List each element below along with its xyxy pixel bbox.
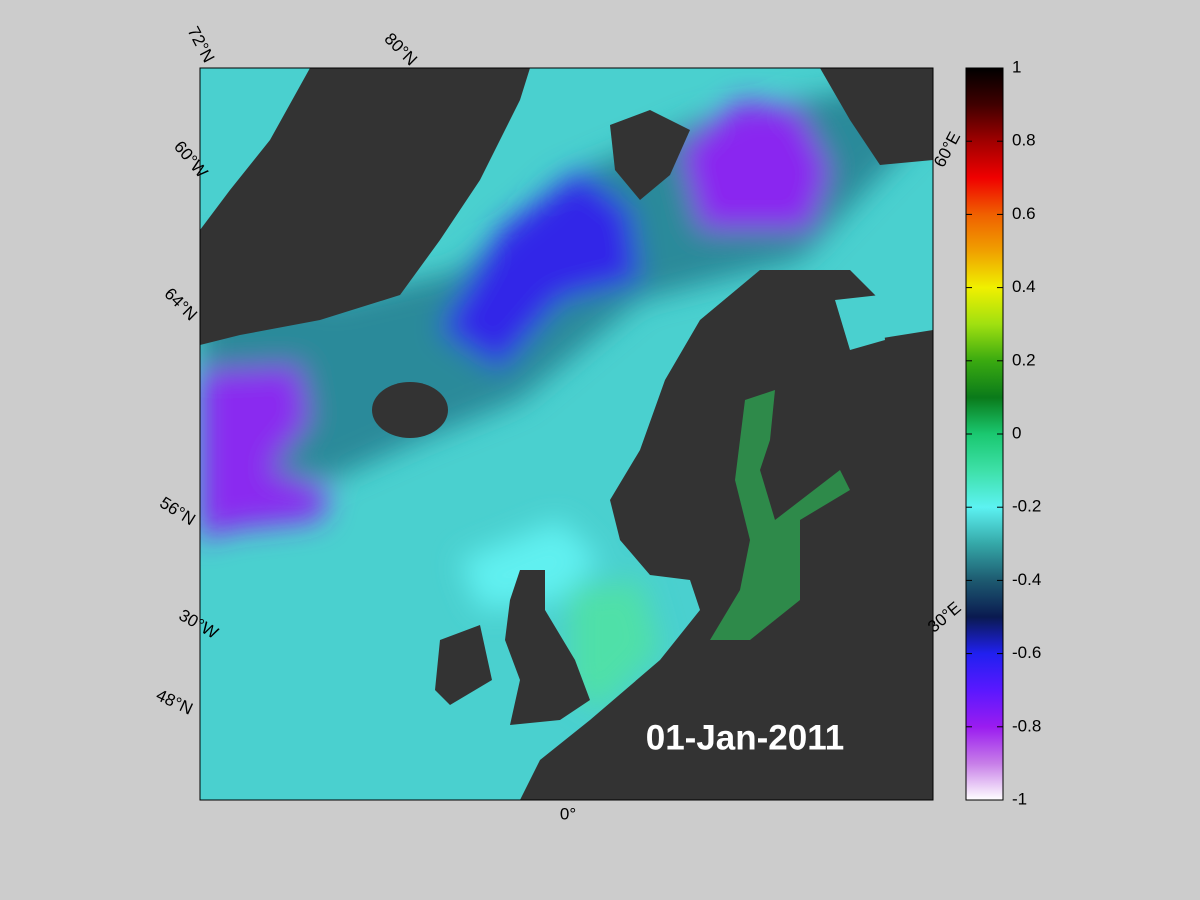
lat-label: 56°N	[156, 493, 198, 529]
colorbar-tick-label: 1	[1012, 57, 1021, 76]
colorbar-tick-label: -0.2	[1012, 497, 1041, 516]
europe	[520, 270, 933, 800]
greenland	[200, 68, 530, 345]
colorbar-tick-label: 0	[1012, 423, 1021, 442]
date-label: 01-Jan-2011	[646, 718, 844, 757]
lon-label: 0°	[560, 804, 576, 823]
sea-field	[200, 365, 330, 540]
colorbar-tick-label: 0.6	[1012, 204, 1036, 223]
lat-label: 72°N	[184, 23, 219, 65]
colorbar-tick-label: -0.4	[1012, 570, 1041, 589]
sea-anomaly	[200, 80, 933, 710]
lat-label: 64°N	[161, 284, 201, 324]
colorbar-tick-label: 0.2	[1012, 350, 1036, 369]
lat-label: 80°N	[381, 29, 421, 69]
land	[200, 68, 933, 800]
sea-field	[570, 580, 660, 710]
colorbar-tick-label: 0.4	[1012, 277, 1036, 296]
baltic-sea	[710, 390, 850, 640]
iceland	[372, 382, 448, 438]
sea-field	[440, 170, 640, 370]
map-frame	[199, 67, 934, 801]
colorbar-tick-label: -0.8	[1012, 716, 1041, 735]
britain	[505, 570, 590, 725]
lon-label: 60°E	[930, 129, 964, 171]
svalbard	[610, 110, 690, 200]
white-sea	[835, 295, 885, 350]
lat-label: 48°N	[153, 685, 195, 718]
colorbar-tick-label: -0.6	[1012, 643, 1041, 662]
colorbar-tick-label: -1	[1012, 789, 1027, 808]
map-area	[200, 68, 933, 800]
ireland	[435, 625, 492, 705]
novaya-zemlya	[820, 68, 933, 165]
sea-field	[460, 520, 600, 610]
sea-field	[680, 100, 830, 230]
colorbar-tick-label: 0.8	[1012, 131, 1036, 150]
